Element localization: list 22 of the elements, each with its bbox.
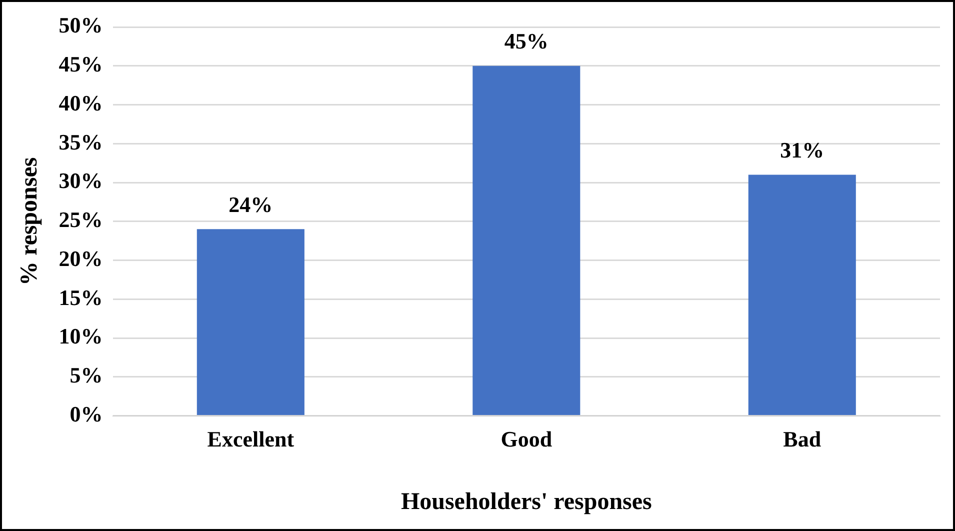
bar (196, 229, 304, 416)
x-tick-label: Bad (783, 426, 822, 452)
y-tick-label: 35% (58, 129, 103, 154)
y-tick-label: 0% (70, 401, 103, 426)
y-tick-label: 20% (58, 246, 103, 271)
y-tick-label: 5% (70, 362, 103, 388)
y-tick-label: 30% (58, 168, 103, 194)
data-label: 45% (504, 28, 548, 54)
y-tick-label: 50% (58, 12, 103, 38)
y-tick-label: 45% (58, 52, 103, 77)
y-tick-label: 10% (58, 324, 103, 349)
x-axis-title: Householders' responses (400, 488, 652, 515)
data-label: 31% (780, 137, 824, 162)
bar (748, 174, 856, 416)
x-tick-label: Excellent (207, 426, 295, 452)
data-label: 24% (228, 192, 273, 217)
bar (472, 66, 580, 416)
y-tick-label: 25% (58, 207, 103, 232)
y-axis-title: % responses (16, 157, 43, 286)
y-tick-label: 40% (58, 90, 103, 116)
x-tick-label: Good (500, 426, 552, 452)
y-tick-label: 15% (58, 284, 103, 310)
